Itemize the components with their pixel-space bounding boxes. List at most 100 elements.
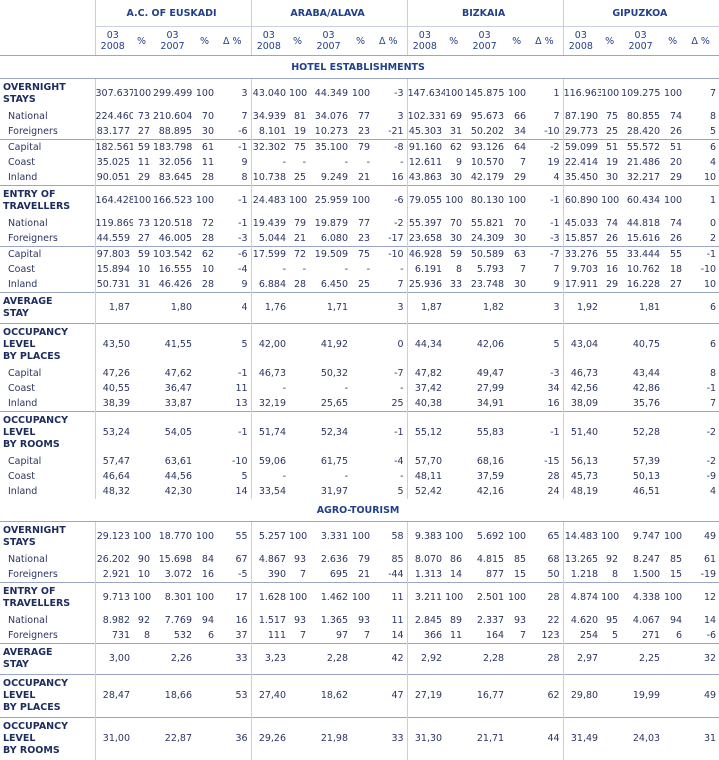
cell: 37,59 [465, 469, 507, 484]
cell: 32.302 [251, 140, 289, 156]
cell: 1,71 [309, 293, 351, 324]
region-header: A.C. OF EUSKADI [95, 0, 251, 27]
cell: 19 [529, 155, 563, 170]
cell: 52,28 [621, 412, 663, 455]
cell: 119.869 [95, 216, 133, 231]
cell: 33 [373, 718, 407, 760]
cell: 224.460 [95, 109, 133, 124]
cell: 29.123 [95, 522, 133, 553]
cell [445, 412, 465, 455]
text-line: 03 [419, 30, 431, 41]
text-line: Coast [8, 157, 35, 168]
cell: 1,87 [407, 293, 445, 324]
cell: 8.301 [153, 583, 195, 614]
cell: -1 [529, 186, 563, 217]
cell: -9 [685, 469, 719, 484]
cell: 87.190 [563, 109, 601, 124]
cell: 46.005 [153, 231, 195, 247]
cell: 29 [133, 170, 153, 186]
cell: 59,06 [251, 454, 289, 469]
cell [601, 718, 621, 760]
cell: 92 [601, 552, 621, 567]
column-header: Δ % [529, 27, 563, 56]
cell: -2 [685, 412, 719, 455]
cell: 1.365 [309, 613, 351, 628]
cell: 74 [663, 109, 685, 124]
cell [289, 454, 309, 469]
cell: 16 [529, 396, 563, 412]
cell: 44 [529, 718, 563, 760]
cell: 67 [217, 552, 251, 567]
cell: 50.731 [95, 277, 133, 293]
cell [601, 412, 621, 455]
cell: 299.499 [153, 79, 195, 110]
cell: 40,38 [407, 396, 445, 412]
cell: 24.483 [251, 186, 289, 217]
cell: 47,82 [407, 366, 445, 381]
cell: 93 [351, 613, 373, 628]
cell: - [351, 262, 373, 277]
cell: 22,87 [153, 718, 195, 760]
cell: 53 [217, 675, 251, 718]
cell: 33.444 [621, 247, 663, 263]
text-line: Δ % [223, 36, 242, 47]
text-line: 03 [166, 30, 178, 41]
cell: 12 [685, 583, 719, 614]
cell: 42 [373, 644, 407, 675]
cell: 59 [133, 140, 153, 156]
cell: -6 [373, 186, 407, 217]
cell: 1.517 [251, 613, 289, 628]
cell: - [309, 262, 351, 277]
cell: 100 [663, 522, 685, 553]
cell: 100 [351, 186, 373, 217]
row-label: Foreigners [0, 628, 95, 644]
cell: -6 [217, 124, 251, 140]
cell: 28 [289, 277, 309, 293]
cell [195, 718, 217, 760]
cell: 532 [153, 628, 195, 644]
cell: 57,47 [95, 454, 133, 469]
cell: -4 [373, 454, 407, 469]
cell: 46,73 [563, 366, 601, 381]
cell [507, 381, 529, 396]
cell: 102.331 [407, 109, 445, 124]
cell [507, 366, 529, 381]
column-header: % [601, 27, 621, 56]
cell: 51,40 [563, 412, 601, 455]
cell: 34.076 [309, 109, 351, 124]
text-line: 03 [322, 30, 334, 41]
cell: 97.803 [95, 247, 133, 263]
text-line: % [668, 36, 677, 47]
cell: 32.056 [153, 155, 195, 170]
cell: 4.867 [251, 552, 289, 567]
cell [663, 366, 685, 381]
cell: 60.890 [563, 186, 601, 217]
cell: 7 [373, 277, 407, 293]
cell: 75 [351, 247, 373, 263]
cell: 97 [309, 628, 351, 644]
row-label: Coast [0, 469, 95, 484]
cell: 33 [445, 277, 465, 293]
cell [351, 366, 373, 381]
row-label: Capital [0, 140, 95, 156]
cell: 100 [289, 186, 309, 217]
text-line: National [8, 218, 48, 229]
text-line: BY ROOMS [3, 745, 60, 756]
cell: 44,34 [407, 324, 445, 367]
row-label: Coast [0, 262, 95, 277]
cell [507, 396, 529, 412]
